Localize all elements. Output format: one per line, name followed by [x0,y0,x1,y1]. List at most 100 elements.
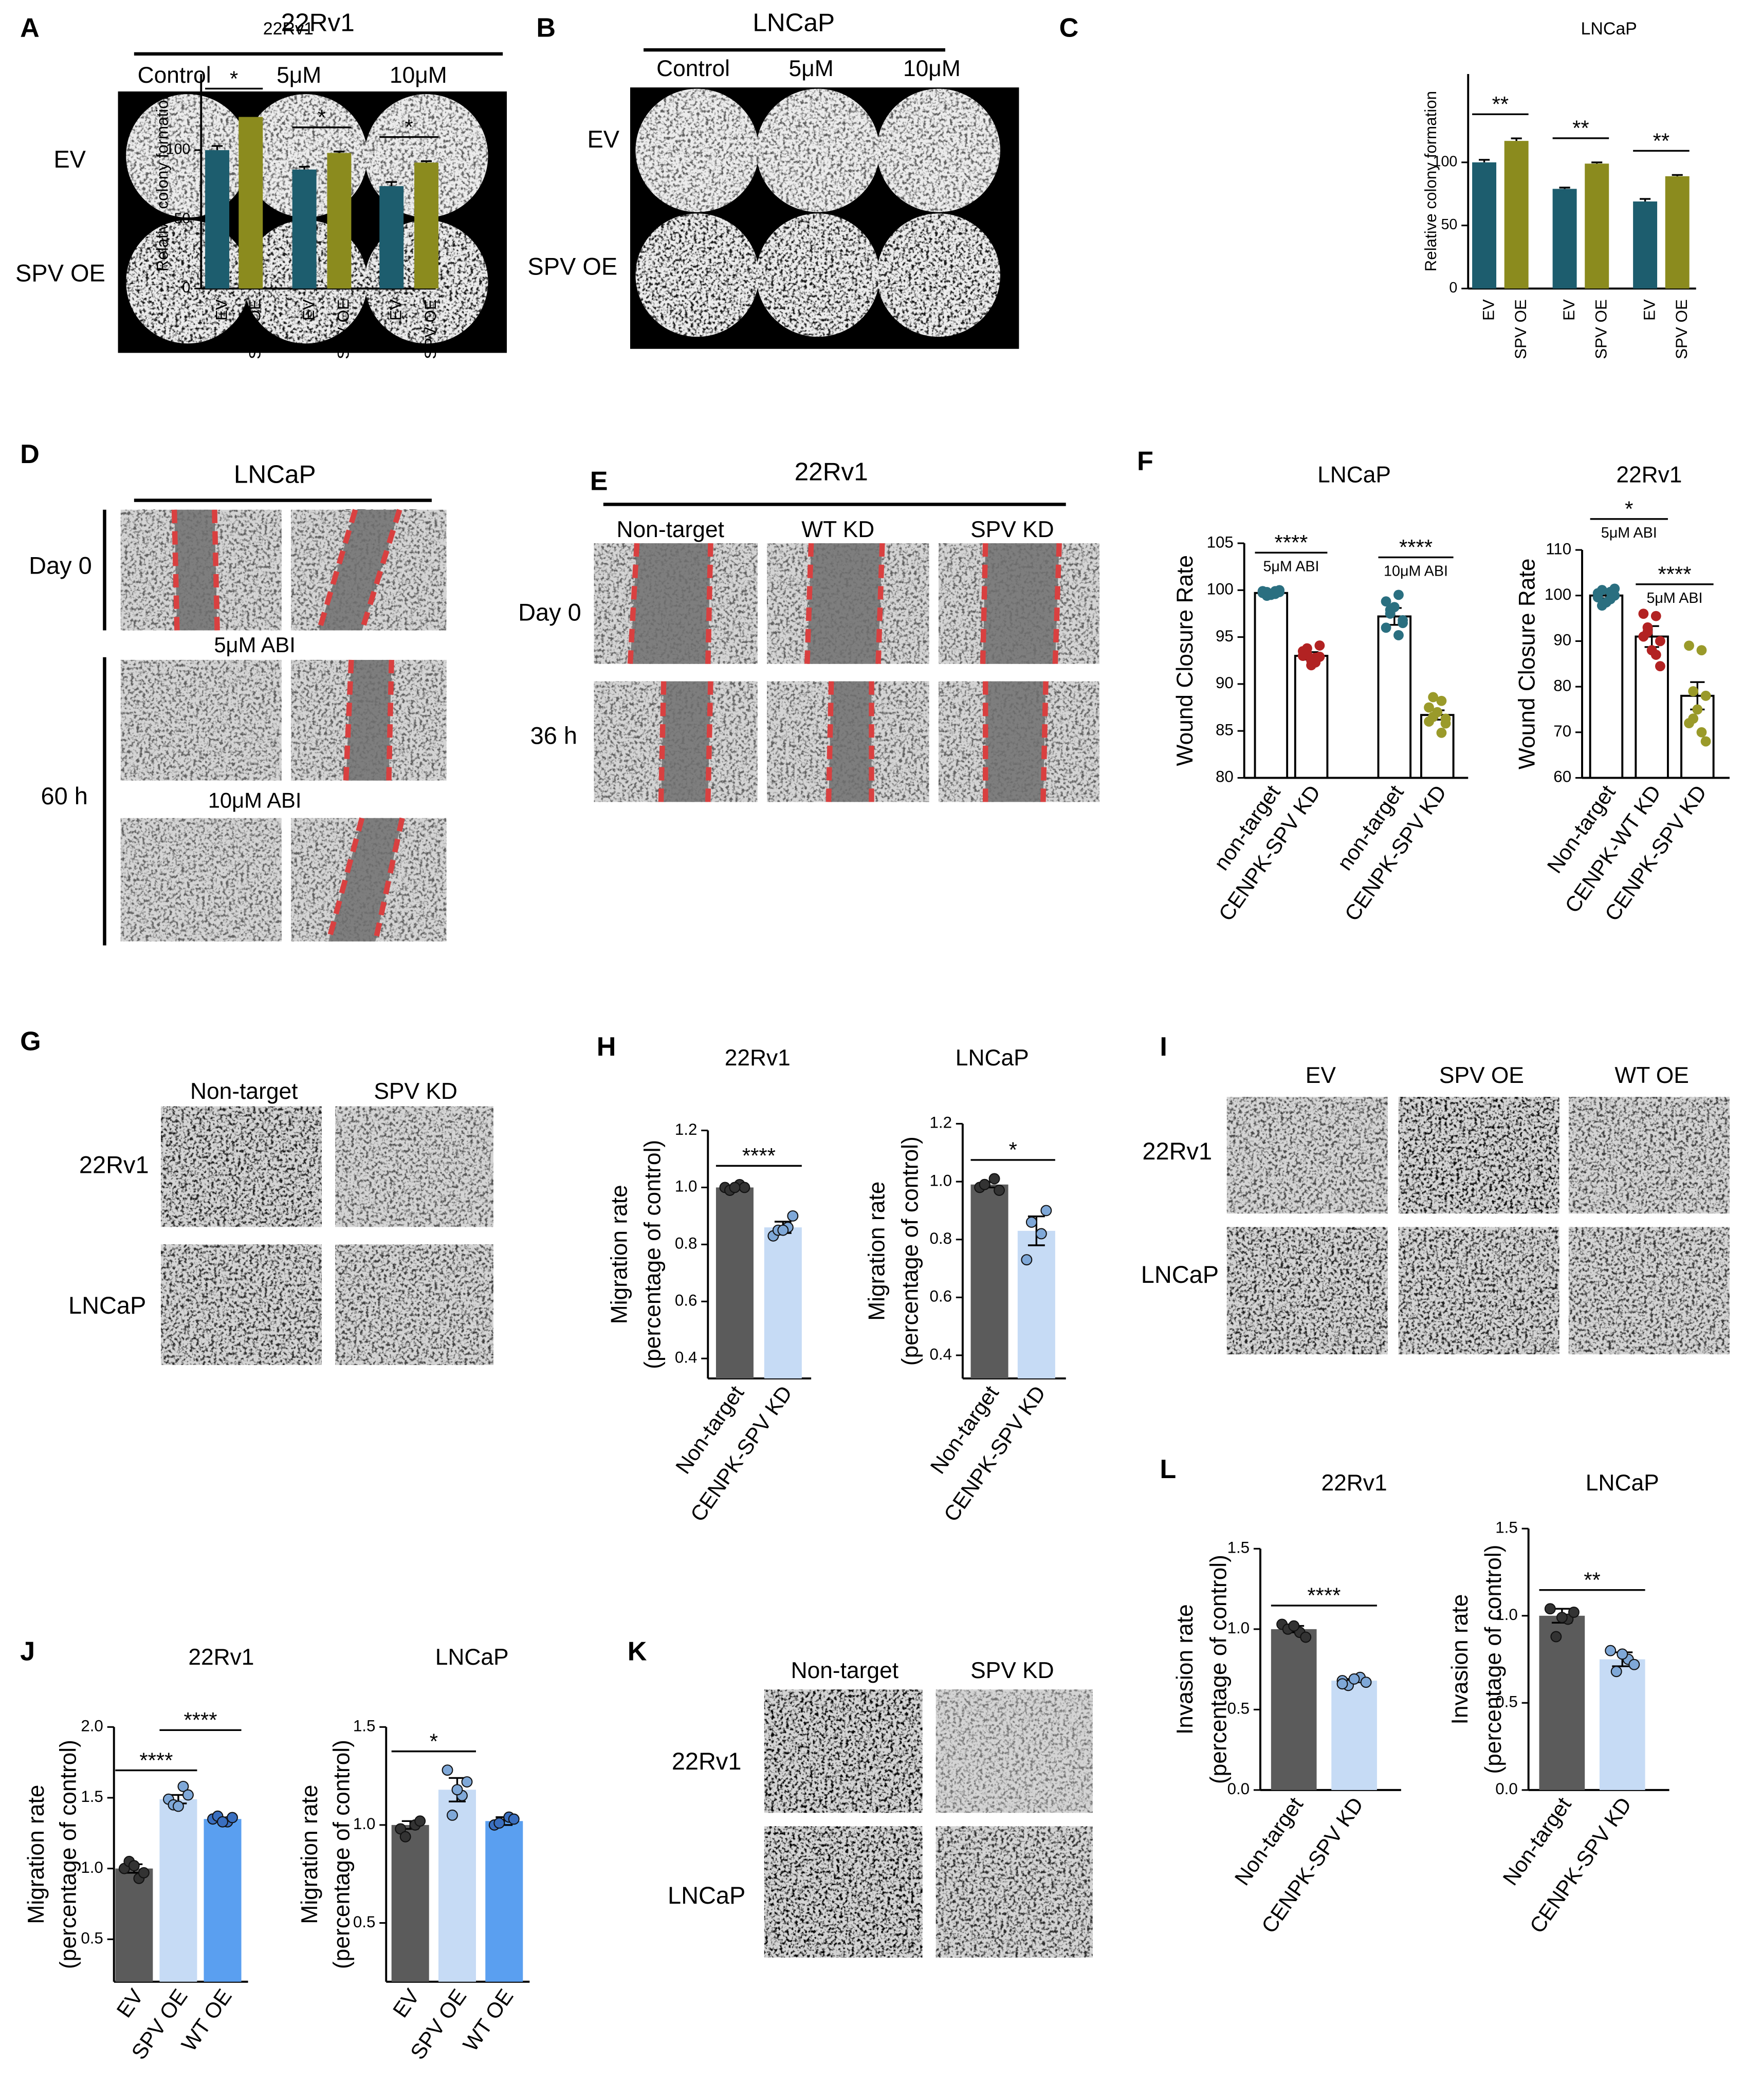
bar [1271,1629,1317,1790]
significance: ** [1492,92,1509,116]
data-point [1696,727,1707,738]
row-label: Day 0 [518,599,581,626]
data-point [1035,1228,1047,1240]
bar [438,1790,476,1982]
micrograph-texture [120,659,282,781]
data-point [1638,609,1649,619]
column-label: WT KD [801,517,874,542]
row-label: SPV OE [15,260,105,287]
y-tick-label: 100 [1545,585,1571,603]
row-label: 22Rv1 [79,1151,149,1178]
micrograph-texture [1398,1227,1559,1355]
data-point [1385,604,1396,615]
significance: **** [139,1748,173,1772]
bar [292,169,317,289]
bar [1331,1681,1377,1790]
chart-title: LNCaP [1317,462,1391,487]
data-point [172,1800,184,1812]
y-tick-label: 100 [166,141,191,158]
x-tick-label: EV [1560,299,1578,321]
y-tick-label: 0.5 [1227,1700,1250,1718]
data-point [1696,645,1707,656]
data-point [1655,636,1665,647]
data-point [1398,618,1408,629]
bar [1294,655,1329,779]
y-tick-label: 95 [1216,627,1234,645]
y-tick-label: 0.8 [929,1229,952,1247]
bar [379,186,404,289]
data-point [128,1860,140,1872]
y-tick-label: 0.5 [81,1929,103,1947]
column-label: EV [1306,1063,1336,1088]
row-label: LNCaP [668,1882,745,1909]
micrograph-texture [1398,1097,1559,1214]
data-point [1692,704,1703,715]
wound-gap [630,543,711,664]
y-tick-label: 100 [1433,153,1458,170]
y-axis-label: Migration rate [864,1182,889,1321]
micrograph-texture [120,818,282,942]
column-label: SPV OE [1439,1063,1524,1088]
row-label: SPV OE [527,253,617,280]
y-tick-label: 85 [1216,721,1234,739]
chart-title: 22Rv1 [1616,462,1682,487]
bar [970,1184,1008,1379]
significance: **** [184,1708,217,1732]
data-point [493,1817,505,1829]
column-label: 10μM [390,63,447,88]
y-tick-label: 90 [1553,631,1571,649]
micrograph-texture [1226,1227,1388,1355]
data-point [1040,1205,1052,1217]
data-point [1605,1645,1617,1656]
y-tick-label: 1.0 [353,1815,376,1833]
data-point [1684,640,1694,651]
panel-title: 22Rv1 [795,457,868,486]
data-point [1381,622,1391,633]
column-label: 5μM [789,56,834,81]
significance: **** [742,1144,776,1168]
y-axis-label: Relative colony formation [1422,91,1440,271]
bar [327,153,352,289]
x-tick-label: EV [387,299,405,321]
data-point [217,1816,228,1828]
panel-letter: J [20,1637,35,1667]
column-label: SPV KD [970,517,1054,542]
panel-letter: I [1160,1032,1167,1062]
wound-gap [328,818,402,942]
y-tick-label: 0.5 [1495,1693,1518,1711]
y-axis-label: (percentage of control) [56,1740,81,1969]
column-label: 10μM [903,56,961,81]
data-point [1550,1631,1562,1643]
chart-title: 22Rv1 [188,1645,254,1670]
y-tick-label: 110 [1546,540,1571,558]
data-point [1306,660,1316,671]
micrograph-texture [764,1826,923,1958]
x-tick-label: EV [300,299,318,321]
significance: **** [1399,535,1433,559]
data-point [1360,1677,1372,1688]
row-label: 22Rv1 [1142,1137,1212,1165]
data-point [979,1178,990,1190]
data-point [177,1780,189,1792]
data-point [414,1815,426,1827]
data-point [1265,588,1276,599]
data-point [1638,631,1649,642]
column-label: Non-target [190,1079,298,1104]
data-point [1592,592,1603,603]
bar [414,162,438,289]
data-point [1610,1666,1622,1678]
y-axis-label: Wound Closure Rate [1514,558,1539,769]
panel-letter: C [1059,13,1079,43]
data-point [1021,1254,1033,1266]
significance: ** [1572,116,1589,140]
well-colonies [876,213,1000,337]
column-label: Non-target [617,517,724,542]
y-tick-label: 1.5 [81,1788,103,1806]
x-tick-label: EV [212,299,230,321]
panel-letter: L [1160,1454,1176,1484]
data-point [1617,1648,1628,1660]
bar [205,150,230,289]
data-point [1700,736,1711,747]
